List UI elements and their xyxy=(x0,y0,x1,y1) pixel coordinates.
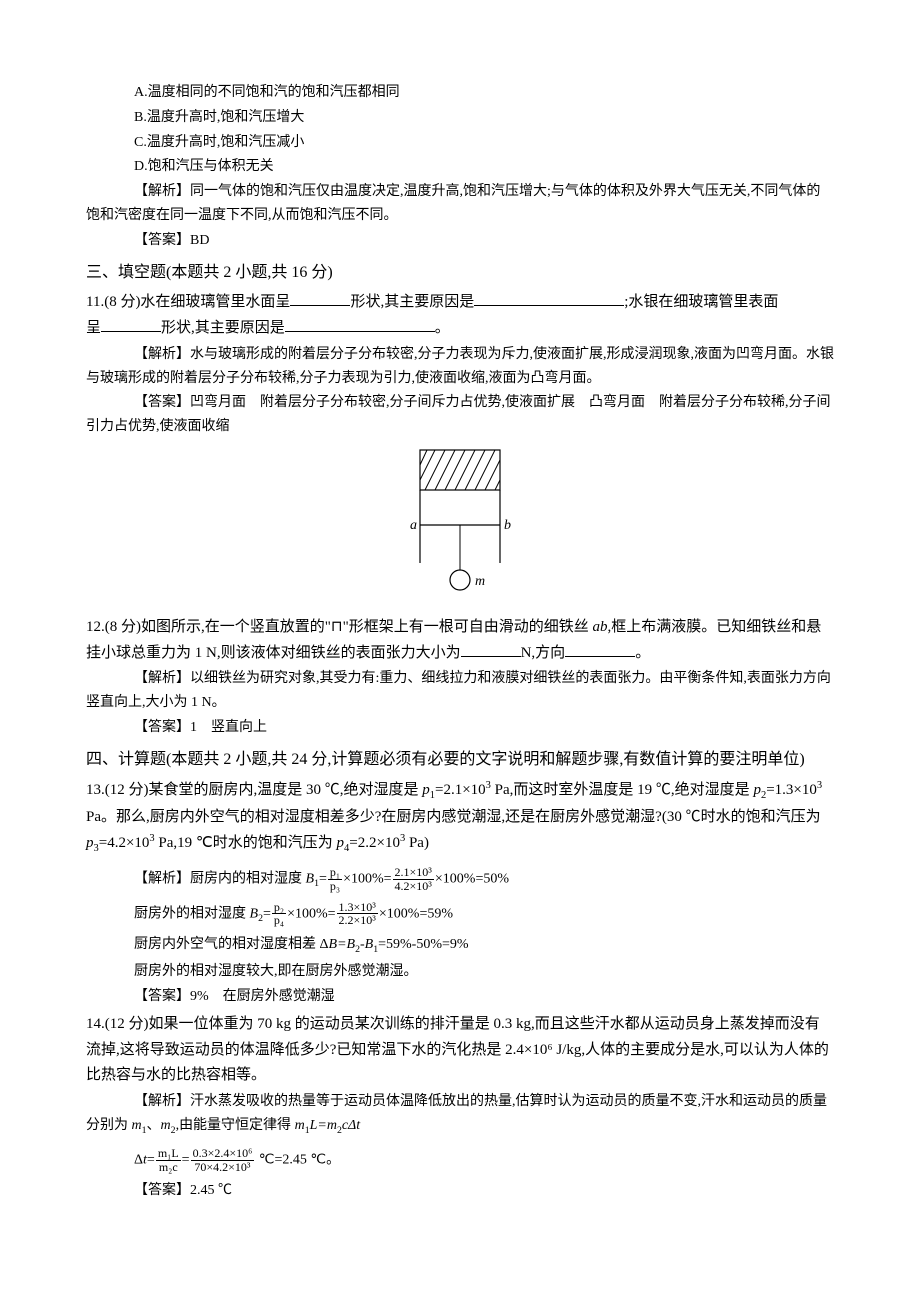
p2v: =1.3×10 xyxy=(766,782,817,798)
q12-stem: 12.(8 分)如图所示,在一个竖直放置的"⊓"形框架上有一根可自由滑动的细铁丝… xyxy=(86,615,834,666)
blank xyxy=(101,316,161,332)
l3b: B=B xyxy=(329,937,356,952)
eqlhs: m xyxy=(295,1118,305,1133)
q10-option-a: A.温度相同的不同饱和汽的饱和汽压都相同 xyxy=(86,81,834,105)
q12-analysis: 【解析】以细铁丝为研究对象,其受力有:重力、细线拉力和液膜对细铁丝的表面张力。由… xyxy=(86,667,834,715)
q13-b: Pa,而这时室外温度是 19 ℃,绝对湿度是 xyxy=(491,782,754,798)
dteq: = xyxy=(147,1152,155,1167)
eq2: = xyxy=(263,906,271,921)
q11-stem: 11.(8 分)水在细玻璃管里水面呈 形状,其主要原因是 ;水银在细玻璃管里表面 xyxy=(86,290,834,316)
q13-analysis-l2: 厨房外的相对湿度 B2=p₂p₄×100%=1.3×10³2.2×10³×100… xyxy=(86,901,834,928)
q13-analysis-l3: 厨房内外空气的相对湿度相差 ΔB=B2-B1=59%-50%=9% xyxy=(86,933,834,958)
q11-stem-a: 11.(8 分)水在细玻璃管里水面呈 xyxy=(86,294,290,310)
label-a: a xyxy=(410,518,417,533)
page: A.温度相同的不同饱和汽的饱和汽压都相同 B.温度升高时,饱和汽压增大 C.温度… xyxy=(0,0,920,1264)
q11-stem-f: 。 xyxy=(435,320,450,336)
frac-val1: 2.1×10³4.2×10³ xyxy=(393,866,434,892)
p1: p xyxy=(422,782,430,798)
p4: p xyxy=(337,835,345,851)
q11-stem-line2: 呈 形状,其主要原因是 。 xyxy=(86,316,834,342)
m2: m xyxy=(161,1118,171,1133)
B2: B xyxy=(250,906,259,921)
q10-option-b: B.温度升高时,饱和汽压增大 xyxy=(86,106,834,130)
frac-val3: 0.3×2.4×10⁶70×4.2×10³ xyxy=(191,1147,255,1173)
label-b: b xyxy=(504,518,511,533)
q14-stem: 14.(12 分)如果一位体重为 70 kg 的运动员某次训练的排汗量是 0.3… xyxy=(86,1012,834,1089)
eqlhsL: L=m xyxy=(310,1118,337,1133)
q13-analysis-l4: 厨房外的相对湿度较大,即在厨房外感觉潮湿。 xyxy=(86,960,834,984)
l3a: 厨房内外空气的相对湿度相差 Δ xyxy=(134,937,329,952)
q13-ana-pre: 【解析】厨房内的相对湿度 xyxy=(134,871,306,886)
q14-answer: 【答案】2.45 ℃ xyxy=(86,1179,834,1203)
l3t: =59%-50%=9% xyxy=(378,937,468,952)
q13-a: 13.(12 分)某食堂的厨房内,温度是 30 ℃,绝对湿度是 xyxy=(86,782,422,798)
l3b1: B xyxy=(365,937,374,952)
B1: B xyxy=(306,871,315,886)
q11-stem-c: ;水银在细玻璃管里表面 xyxy=(624,294,778,310)
frac-p2p4: p₂p₄ xyxy=(272,901,286,927)
q13-d: Pa,19 ℃时水的饱和汽压为 xyxy=(155,835,337,851)
feq: = xyxy=(182,1152,190,1167)
dttail: ℃=2.45 ℃。 xyxy=(255,1152,340,1167)
sep: 、 xyxy=(147,1118,161,1133)
q12-stem-d: 。 xyxy=(635,645,650,661)
m1: m xyxy=(132,1118,142,1133)
q13-ana-l2-pre: 厨房外的相对湿度 xyxy=(134,906,250,921)
q11-stem-e: 形状,其主要原因是 xyxy=(161,320,285,336)
dtpre: Δ xyxy=(134,1152,143,1167)
blank xyxy=(565,641,635,657)
q12-ab: ab xyxy=(592,619,607,635)
q12-stem-c: N,方向 xyxy=(521,645,566,661)
eqmid2: ×100%= xyxy=(287,906,335,921)
p3: p xyxy=(86,835,94,851)
eq: = xyxy=(319,871,327,886)
q13-answer: 【答案】9% 在厨房外感觉潮湿 xyxy=(86,985,834,1009)
q13-e: Pa) xyxy=(405,835,429,851)
q11-stem-b: 形状,其主要原因是 xyxy=(350,294,474,310)
frac-val2: 1.3×10³2.2×10³ xyxy=(337,901,378,927)
q13-c: Pa。那么,厨房内外空气的相对湿度相差多少?在厨房内感觉潮湿,还是在厨房外感觉潮… xyxy=(86,809,821,825)
frac-p1p3: p₁p₃ xyxy=(328,866,342,892)
blank xyxy=(290,290,350,306)
blank xyxy=(474,290,624,306)
p4v: =2.2×10 xyxy=(349,835,400,851)
eqtail2: ×100%=59% xyxy=(379,906,453,921)
q12-stem-a: 12.(8 分)如图所示,在一个竖直放置的"⊓"形框架上有一根可自由滑动的细铁丝 xyxy=(86,619,592,635)
q14-l1t: ,由能量守恒定律得 xyxy=(176,1118,295,1133)
q10-option-d: D.饱和汽压与体积无关 xyxy=(86,155,834,179)
q10-option-c: C.温度升高时,饱和汽压减小 xyxy=(86,131,834,155)
label-m: m xyxy=(475,574,485,589)
eqtail1: ×100%=50% xyxy=(435,871,509,886)
p3v: =4.2×10 xyxy=(99,835,150,851)
q12-answer: 【答案】1 竖直向上 xyxy=(86,716,834,740)
q11-analysis: 【解析】水与玻璃形成的附着层分子分布较密,分子力表现为斥力,使液面扩展,形成浸润… xyxy=(86,343,834,391)
frac-m1L: m₁Lm₂c xyxy=(156,1147,181,1173)
p1v: =2.1×10 xyxy=(435,782,486,798)
q14-analysis-l2: Δt=m₁Lm₂c=0.3×2.4×10⁶70×4.2×10³ ℃=2.45 ℃… xyxy=(86,1147,834,1173)
q13-stem: 13.(12 分)某食堂的厨房内,温度是 30 ℃,绝对湿度是 p1=2.1×1… xyxy=(86,777,834,858)
eqrhs: cΔt xyxy=(342,1118,360,1133)
q10-answer: 【答案】BD xyxy=(86,229,834,253)
section-3-heading: 三、填空题(本题共 2 小题,共 16 分) xyxy=(86,259,834,286)
p2e: 3 xyxy=(817,780,822,791)
q11-answer: 【答案】凹弯月面 附着层分子分布较密,分子间斥力占优势,使液面扩展 凸弯月面 附… xyxy=(86,391,834,439)
blank xyxy=(285,316,435,332)
q10-analysis: 【解析】同一气体的饱和汽压仅由温度决定,温度升高,饱和汽压增大;与气体的体积及外… xyxy=(86,180,834,228)
section-4-heading: 四、计算题(本题共 2 小题,共 24 分,计算题必须有必要的文字说明和解题步骤… xyxy=(86,746,834,773)
q12-figure: a b m xyxy=(86,445,834,609)
eqmid: ×100%= xyxy=(343,871,391,886)
q14-analysis-l1: 【解析】汗水蒸发吸收的热量等于运动员体温降低放出的热量,估算时认为运动员的质量不… xyxy=(86,1090,834,1139)
p2: p xyxy=(753,782,761,798)
q11-stem-d: 呈 xyxy=(86,320,101,336)
blank xyxy=(461,641,521,657)
q13-analysis-l1: 【解析】厨房内的相对湿度 B1=p₁p₃×100%=2.1×10³4.2×10³… xyxy=(86,866,834,893)
